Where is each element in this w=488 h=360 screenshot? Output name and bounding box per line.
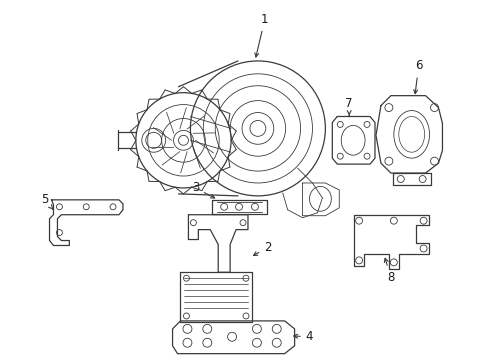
Text: 2: 2 [253,241,271,256]
Text: 3: 3 [191,181,214,198]
Text: 4: 4 [293,330,313,343]
Text: 1: 1 [254,13,268,57]
Text: 6: 6 [413,59,422,94]
Text: 8: 8 [384,258,394,284]
Text: 7: 7 [345,97,352,116]
Text: 5: 5 [41,193,53,209]
